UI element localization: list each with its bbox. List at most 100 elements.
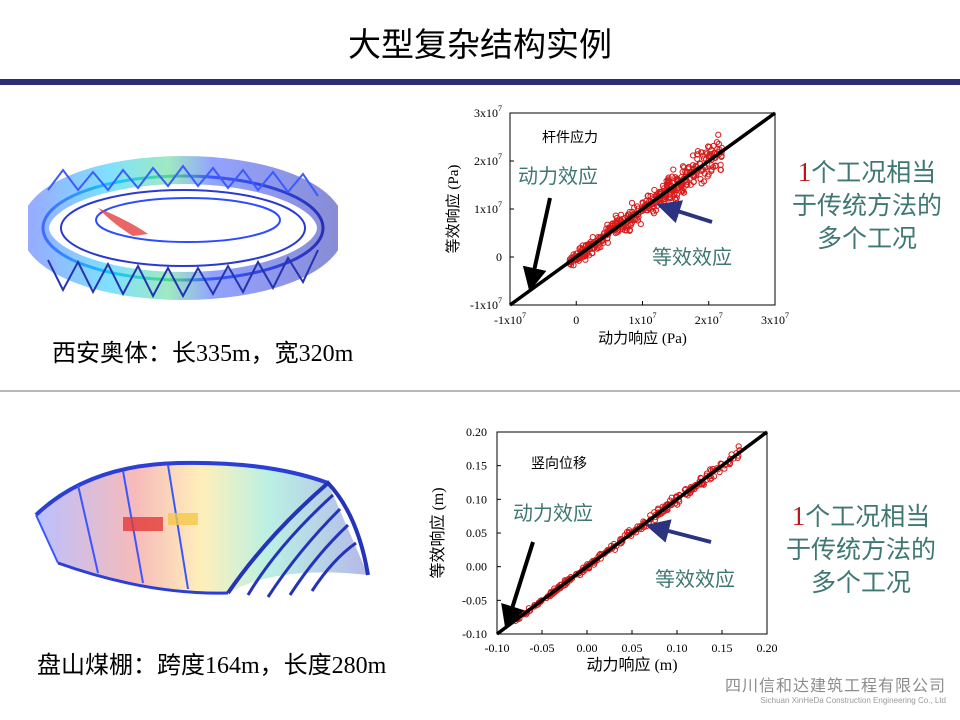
data-point [708,150,716,157]
data-point [700,155,708,162]
lower-note-number: 1 [791,501,806,531]
data-point [671,189,678,196]
reference-line [495,430,769,636]
lower-note-line1: 个工况相当 [805,502,931,531]
y-tick-label: -0.10 [462,627,487,641]
data-point [581,252,588,259]
data-point [735,443,742,450]
data-point [694,151,701,158]
title-divider [0,79,960,85]
y-axis-label: 等效响应 (m) [428,487,447,578]
data-point [665,177,672,184]
data-point [702,149,710,156]
lower-side-note: 1个工况相当 于传统方法的 多个工况 [772,500,950,599]
data-point [597,244,604,251]
y-tick-label: 0.15 [466,459,487,473]
y-axis-label: 等效响应 (Pa) [444,165,462,254]
data-point [666,178,673,185]
data-point [631,204,638,211]
data-point [609,220,616,227]
x-tick-label: 0.20 [757,641,778,655]
upper-note-number: 1 [797,157,812,187]
lower-note-line2: 于传统方法的 [785,535,936,564]
data-point [689,152,697,159]
lower-note-line3: 多个工况 [810,568,911,597]
data-point [637,220,644,228]
x-tick-label: 0 [573,313,579,327]
y-tick-label: 0.10 [466,492,487,506]
annotation-dynamic: 动力效应 [513,502,593,525]
y-tick-label: 0.00 [466,560,487,574]
data-point [604,239,611,246]
x-tick-label: 0.05 [622,641,643,655]
data-point [634,203,641,210]
data-point [705,171,712,178]
x-tick-label: 0.00 [577,641,598,655]
x-tick-label: 3x107 [761,311,789,327]
data-point [643,197,650,205]
x-tick-label: 0.10 [667,641,688,655]
data-point [600,239,607,246]
stadium-caption: 西安奥体：长335m，宽320m [52,341,354,367]
arrow-dynamic [501,541,535,630]
data-point [589,249,596,257]
y-tick-label: 2x107 [474,152,502,168]
data-point [689,162,697,169]
data-point [715,140,722,148]
data-point [721,465,728,472]
upper-note-line3: 多个工况 [816,224,917,253]
chart-title: 杆件应力 [542,129,598,146]
y-tick-label: 1x107 [474,200,502,216]
arrow-dynamic [522,197,552,292]
x-tick-label: 0.15 [712,641,733,655]
data-point [612,212,619,219]
data-point [626,227,633,234]
x-axis-label: 动力响应 (Pa) [598,329,687,347]
data-point [704,143,712,150]
chart-member-stress: -1x107 0 1x107 2x107 3x107 -1x107 0 1x107 2x107 3… [440,100,800,354]
annotation-dynamic: 动力效应 [518,165,598,188]
data-point [678,185,685,192]
reference-line [508,111,777,307]
annotation-equivalent: 等效效应 [655,568,735,591]
upper-note-line2: 于传统方法的 [791,191,942,220]
chart-title: 竖向位移 [531,456,587,472]
chart-vertical-displacement: -0.10 -0.05 0.00 0.05 0.10 0.15 0.20 -0.10 -0.05… [425,420,795,682]
data-point [670,166,677,173]
data-point [665,174,672,181]
data-point [614,229,621,236]
data-point [715,131,722,138]
arrow-equivalent [656,200,713,224]
stadium-model-image [28,156,338,300]
data-point [677,188,685,195]
data-point [717,161,724,168]
y-tick-label: 3x107 [474,104,502,120]
y-tick-label: 0.05 [466,526,487,540]
data-point [694,155,701,163]
x-tick-label: -0.05 [530,641,555,655]
data-point [678,182,685,189]
x-tick-label: -0.10 [485,641,510,655]
data-point [701,170,708,177]
y-tick-label: -0.05 [462,593,487,607]
data-point [651,186,658,194]
data-point [668,173,676,180]
data-point [690,178,697,186]
data-point [713,139,721,146]
data-point [694,148,702,155]
x-tick-label: 2x107 [695,311,723,327]
slide-title: 大型复杂结构实例 [348,25,612,64]
x-tick-label: 1x107 [629,311,657,327]
data-point [650,208,657,215]
section-divider [0,390,960,392]
data-point [579,242,586,249]
data-point [707,466,714,473]
upper-side-note: 1个工况相当 于传统方法的 多个工况 [778,156,956,255]
company-logo: 四川信和达建筑工程有限公司 Sichuan XinHeDa Constructi… [725,672,946,705]
data-point [576,245,583,252]
x-axis-label: 动力响应 (m) [586,655,677,674]
annotation-equivalent: 等效效应 [652,246,732,269]
data-point [631,216,638,224]
y-tick-label: 0.20 [466,425,487,439]
company-name-en: Sichuan XinHeDa Construction Engineering… [760,696,946,705]
